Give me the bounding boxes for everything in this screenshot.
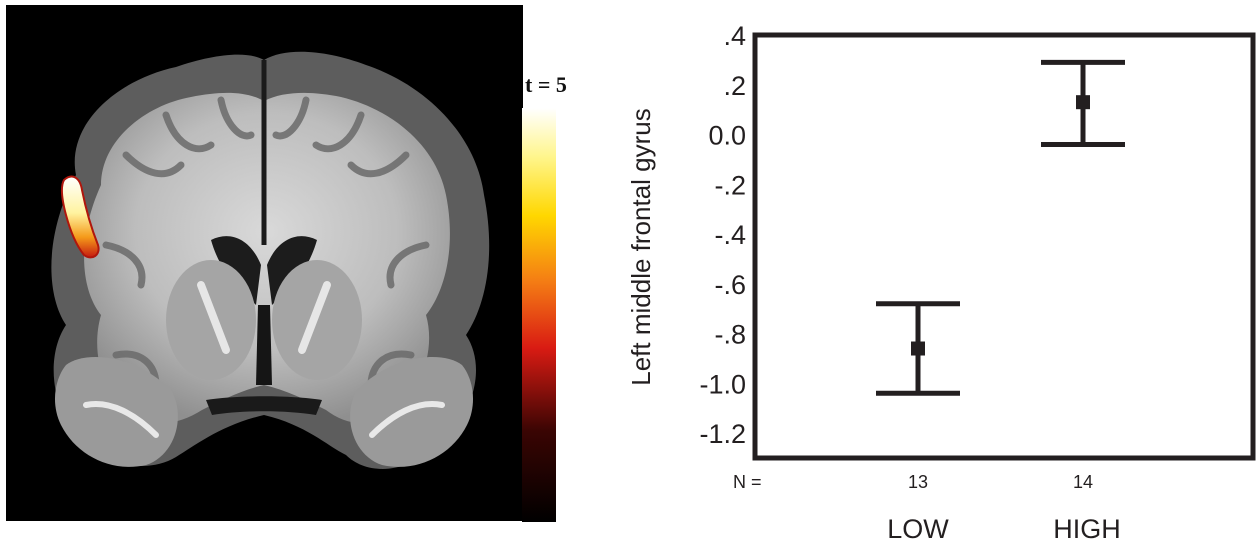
colorbar-label: t = 5 bbox=[525, 72, 567, 97]
activation-blob bbox=[60, 175, 100, 259]
y-tick-label: -.2 bbox=[714, 170, 746, 200]
plot-frame bbox=[752, 32, 1256, 461]
brain-coronal-slice bbox=[6, 5, 523, 521]
mean-marker-low bbox=[911, 341, 925, 356]
y-tick-label: -1.0 bbox=[699, 369, 746, 399]
y-tick-label: -.8 bbox=[714, 320, 746, 350]
y-tick-label: .4 bbox=[723, 21, 746, 51]
category-label-low: LOW bbox=[887, 514, 949, 543]
right-temporal-lobe bbox=[350, 357, 474, 467]
left-temporal-lobe bbox=[54, 357, 178, 467]
category-label-high: HIGH bbox=[1053, 514, 1121, 543]
n-value-high: 14 bbox=[1073, 472, 1093, 492]
colorbar bbox=[522, 108, 556, 522]
y-tick-label: -1.2 bbox=[699, 419, 746, 449]
y-tick-label: 0.0 bbox=[708, 121, 746, 151]
lateral-ventricles bbox=[211, 236, 317, 305]
mean-marker-high bbox=[1076, 95, 1090, 110]
n-label: N = bbox=[733, 472, 762, 492]
y-tick-label: .2 bbox=[723, 71, 746, 101]
n-value-low: 13 bbox=[908, 472, 928, 492]
y-tick-label: -.4 bbox=[714, 220, 746, 250]
y-axis-label: Left middle frontal gyrus bbox=[626, 108, 656, 385]
y-tick-label: -.6 bbox=[714, 270, 746, 300]
error-bar-chart: .4 .2 0.0 -.2 -.4 -.6 -.8 -1.0 -1.2 Left middle … bbox=[626, 21, 1256, 543]
